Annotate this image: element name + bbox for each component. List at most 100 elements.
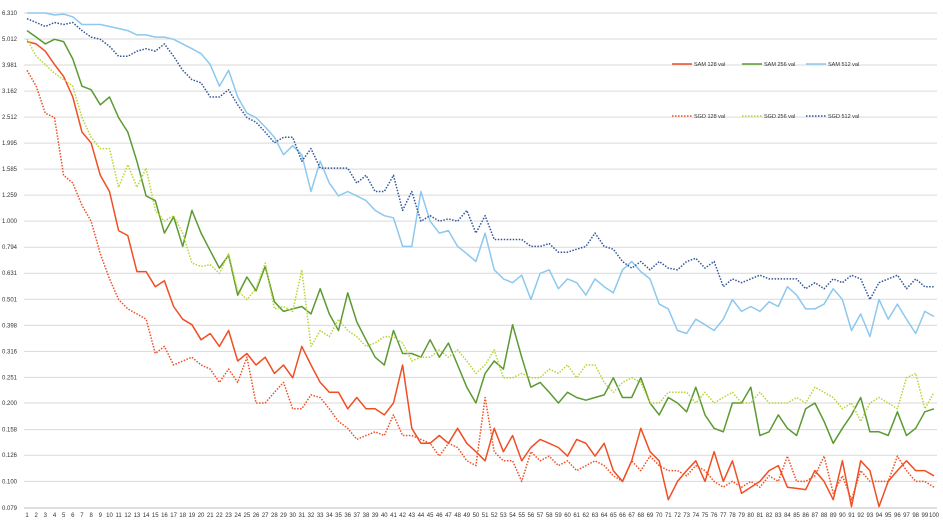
x-tick-label: 97 — [903, 513, 910, 519]
x-tick-label: 70 — [656, 513, 663, 519]
y-tick-label: 0.158 — [2, 428, 18, 434]
x-tick-label: 75 — [702, 513, 709, 519]
x-tick-label: 46 — [436, 513, 443, 519]
series-line — [27, 12, 935, 338]
x-tick-label: 14 — [143, 513, 150, 519]
x-tick-label: 22 — [216, 513, 223, 519]
x-tick-label: 68 — [637, 513, 644, 519]
x-tick-label: 55 — [518, 513, 525, 519]
legend-label: SGD 512 val — [828, 114, 859, 120]
x-tick-label: 54 — [509, 513, 516, 519]
y-tick-label: 0.079 — [2, 506, 18, 512]
y-tick-label: 1.000 — [2, 219, 18, 225]
x-tick-label: 26 — [253, 513, 260, 519]
x-tick-label: 33 — [317, 513, 324, 519]
series-line — [26, 69, 935, 501]
x-tick-label: 63 — [592, 513, 599, 519]
x-tick-label: 100 — [929, 513, 940, 519]
x-tick-label: 51 — [482, 513, 489, 519]
x-tick-label: 71 — [665, 513, 672, 519]
x-tick-label: 76 — [711, 513, 718, 519]
x-tick-label: 38 — [363, 513, 370, 519]
x-tick-label: 6 — [71, 513, 75, 519]
x-tick-label: 91 — [848, 513, 855, 519]
x-tick-label: 79 — [738, 513, 745, 519]
x-tick-label: 45 — [427, 513, 434, 519]
legend-label: SGD 128 val — [694, 114, 725, 120]
x-tick-label: 74 — [692, 513, 699, 519]
x-tick-label: 90 — [839, 513, 846, 519]
x-tick-label: 8 — [89, 513, 93, 519]
x-tick-label: 48 — [454, 513, 461, 519]
y-tick-label: 0.631 — [2, 271, 18, 277]
legend: SAM 128 val SAM 256 val SAM 512 val SGD 128… — [672, 62, 859, 120]
x-tick-label: 9 — [99, 513, 103, 519]
x-tick-label: 92 — [857, 513, 864, 519]
x-tick-label: 53 — [500, 513, 507, 519]
x-tick-label: 29 — [280, 513, 287, 519]
x-tick-label: 77 — [720, 513, 727, 519]
y-tick-label: 5.012 — [2, 37, 18, 43]
x-tick-label: 2 — [34, 513, 38, 519]
series-line — [26, 40, 935, 508]
x-tick-label: 5 — [62, 513, 66, 519]
x-tick-label: 85 — [793, 513, 800, 519]
series-line — [26, 29, 935, 445]
series-lines — [26, 12, 935, 508]
x-tick-label: 72 — [674, 513, 681, 519]
x-tick-label: 52 — [491, 513, 498, 519]
x-tick-label: 25 — [244, 513, 251, 519]
y-tick-label: 2.512 — [2, 115, 18, 121]
x-tick-label: 16 — [161, 513, 168, 519]
x-tick-label: 44 — [418, 513, 425, 519]
x-tick-label: 89 — [830, 513, 837, 519]
x-tick-label: 88 — [821, 513, 828, 519]
x-tick-label: 65 — [610, 513, 617, 519]
x-tick-label: 57 — [537, 513, 544, 519]
y-tick-label: 1.995 — [2, 141, 18, 147]
x-tick-label: 10 — [106, 513, 113, 519]
series-line — [26, 18, 934, 301]
x-tick-label: 19 — [189, 513, 196, 519]
x-tick-label: 47 — [445, 513, 452, 519]
x-tick-label: 87 — [812, 513, 819, 519]
x-tick-label: 99 — [921, 513, 928, 519]
x-tick-label: 66 — [619, 513, 626, 519]
x-tick-label: 61 — [573, 513, 580, 519]
x-tick-label: 86 — [802, 513, 809, 519]
x-tick-label: 27 — [262, 513, 269, 519]
y-tick-label: 0.200 — [2, 401, 18, 407]
x-tick-label: 41 — [390, 513, 397, 519]
x-tick-label: 58 — [546, 513, 553, 519]
y-tick-label: 3.981 — [2, 63, 18, 69]
x-tick-label: 35 — [335, 513, 342, 519]
x-tick-label: 15 — [152, 513, 159, 519]
x-tick-label: 32 — [308, 513, 315, 519]
y-tick-label: 0.501 — [2, 297, 18, 303]
x-tick-label: 83 — [775, 513, 782, 519]
y-tick-label: 1.259 — [2, 193, 18, 199]
x-tick-label: 50 — [473, 513, 480, 519]
x-tick-label: 37 — [353, 513, 360, 519]
x-tick-label: 42 — [399, 513, 406, 519]
x-tick-label: 39 — [372, 513, 379, 519]
x-tick-label: 94 — [876, 513, 883, 519]
x-tick-label: 21 — [207, 513, 214, 519]
x-axis-ticks: 1 2 3 4 5 6 7 8 9 10 11 12 13 14 15 16 17 18 19 20 21 22 23 24 2… — [25, 513, 939, 519]
x-tick-label: 28 — [271, 513, 278, 519]
x-tick-label: 43 — [408, 513, 415, 519]
y-tick-label: 1.585 — [2, 167, 18, 173]
x-tick-label: 49 — [463, 513, 470, 519]
x-tick-label: 3 — [44, 513, 48, 519]
x-tick-label: 59 — [555, 513, 562, 519]
x-tick-label: 1 — [25, 513, 29, 519]
x-tick-label: 36 — [344, 513, 351, 519]
x-tick-label: 11 — [115, 513, 122, 519]
x-tick-label: 17 — [170, 513, 177, 519]
x-tick-label: 4 — [53, 513, 57, 519]
x-tick-label: 56 — [528, 513, 535, 519]
x-tick-label: 69 — [647, 513, 654, 519]
x-tick-label: 95 — [885, 513, 892, 519]
y-tick-label: 0.794 — [2, 245, 18, 251]
